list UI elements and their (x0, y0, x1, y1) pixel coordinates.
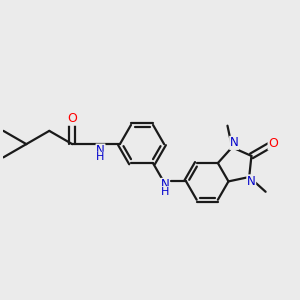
Text: O: O (67, 112, 77, 125)
Text: N: N (160, 178, 169, 191)
Text: N: N (230, 136, 239, 149)
Text: O: O (268, 137, 278, 150)
Text: H: H (161, 187, 169, 197)
Text: N: N (247, 175, 256, 188)
Text: N: N (96, 144, 105, 157)
Text: H: H (96, 152, 105, 162)
